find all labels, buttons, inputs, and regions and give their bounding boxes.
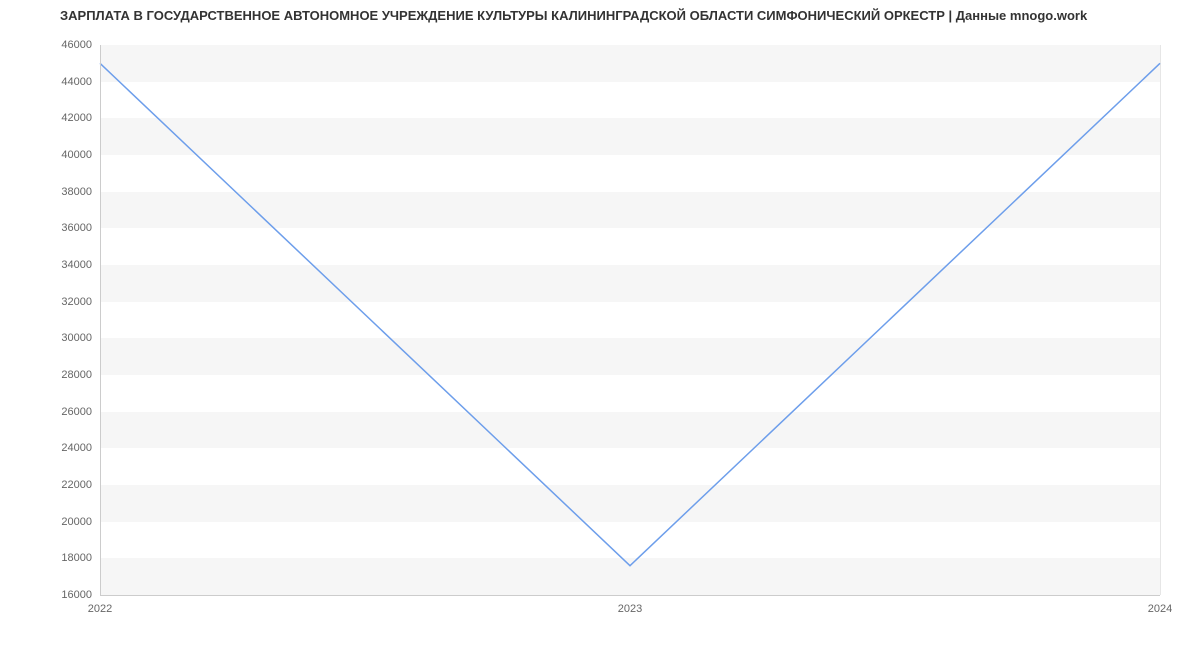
- y-tick-label: 34000: [42, 259, 92, 271]
- x-tick-label: 2024: [1148, 603, 1172, 615]
- y-tick-label: 20000: [42, 516, 92, 528]
- y-tick-label: 28000: [42, 369, 92, 381]
- y-tick-label: 26000: [42, 406, 92, 418]
- y-tick-label: 42000: [42, 112, 92, 124]
- y-axis-line: [100, 45, 101, 595]
- y-tick-label: 18000: [42, 552, 92, 564]
- y-tick-label: 46000: [42, 39, 92, 51]
- y-tick-label: 22000: [42, 479, 92, 491]
- y-tick-label: 24000: [42, 442, 92, 454]
- line-series: [100, 45, 1160, 595]
- y-tick-label: 30000: [42, 332, 92, 344]
- x-tick-label: 2023: [618, 603, 642, 615]
- plot-area: [100, 45, 1160, 595]
- x-tick-label: 2022: [88, 603, 112, 615]
- data-line: [100, 63, 1160, 565]
- x-grid-line: [1160, 45, 1161, 595]
- y-tick-label: 32000: [42, 296, 92, 308]
- chart-container: ЗАРПЛАТА В ГОСУДАРСТВЕННОЕ АВТОНОМНОЕ УЧ…: [0, 0, 1200, 650]
- chart-title: ЗАРПЛАТА В ГОСУДАРСТВЕННОЕ АВТОНОМНОЕ УЧ…: [60, 8, 1087, 23]
- y-tick-label: 36000: [42, 222, 92, 234]
- y-tick-label: 40000: [42, 149, 92, 161]
- y-tick-label: 44000: [42, 76, 92, 88]
- y-tick-label: 38000: [42, 186, 92, 198]
- x-axis-line: [100, 595, 1160, 596]
- y-tick-label: 16000: [42, 589, 92, 601]
